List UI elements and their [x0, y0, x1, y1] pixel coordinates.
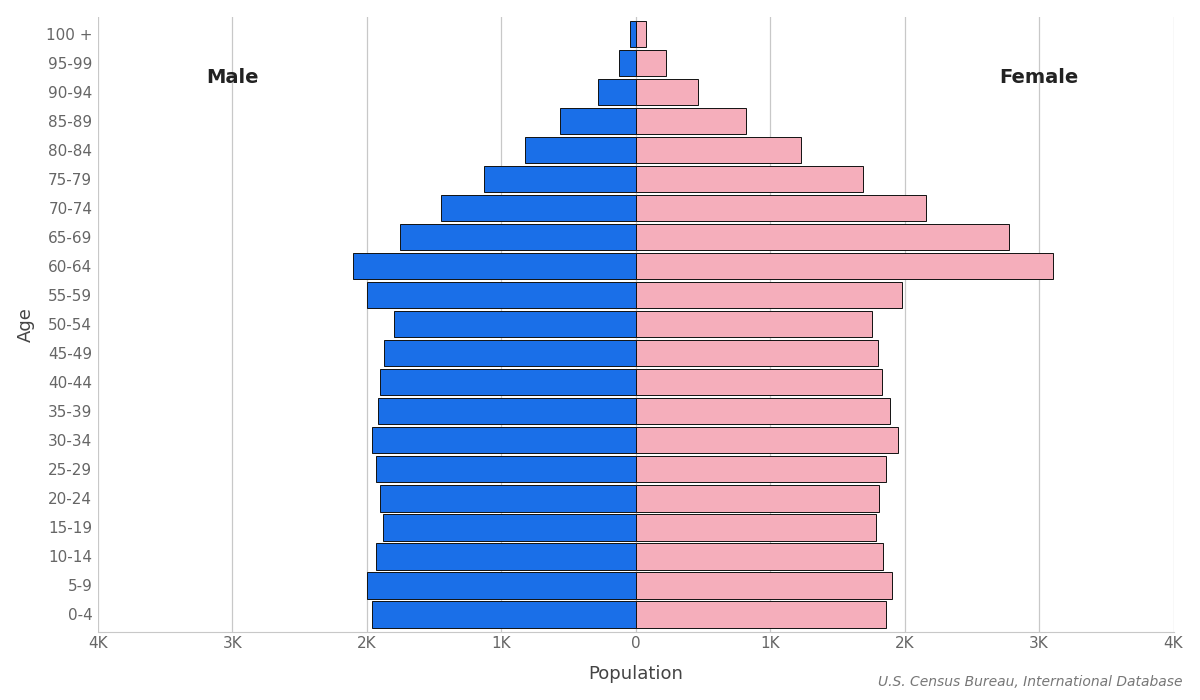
Bar	[372, 601, 636, 627]
Bar	[394, 311, 636, 337]
Bar	[636, 166, 863, 193]
Bar	[353, 253, 636, 279]
Bar	[440, 195, 636, 221]
Y-axis label: Age: Age	[17, 307, 35, 342]
Bar	[636, 572, 893, 598]
Bar	[636, 253, 1052, 279]
Bar	[384, 340, 636, 367]
Bar	[636, 542, 883, 570]
Bar	[619, 50, 636, 76]
Bar	[636, 224, 1009, 251]
Bar	[598, 78, 636, 106]
Bar	[636, 21, 646, 48]
Bar	[383, 514, 636, 540]
Bar	[636, 427, 898, 454]
Bar	[636, 108, 746, 134]
Bar	[378, 398, 636, 424]
Bar	[636, 601, 886, 627]
Bar	[636, 456, 886, 482]
Text: Male: Male	[206, 68, 258, 87]
Bar	[636, 78, 697, 106]
Bar	[367, 282, 636, 309]
Bar	[526, 136, 636, 163]
Bar	[367, 572, 636, 598]
Bar	[401, 224, 636, 251]
Bar	[636, 50, 666, 76]
X-axis label: Population: Population	[588, 665, 683, 683]
Bar	[630, 21, 636, 48]
Bar	[636, 195, 926, 221]
Bar	[636, 514, 876, 540]
Bar	[372, 427, 636, 454]
Bar	[380, 369, 636, 396]
Bar	[376, 542, 636, 570]
Text: U.S. Census Bureau, International Database: U.S. Census Bureau, International Databa…	[877, 676, 1182, 690]
Bar	[636, 485, 880, 512]
Bar	[560, 108, 636, 134]
Bar	[636, 311, 872, 337]
Bar	[636, 340, 877, 367]
Bar	[636, 136, 802, 163]
Bar	[380, 485, 636, 512]
Bar	[636, 369, 882, 396]
Text: Female: Female	[1000, 68, 1079, 87]
Bar	[636, 282, 902, 309]
Bar	[636, 398, 890, 424]
Bar	[376, 456, 636, 482]
Bar	[484, 166, 636, 193]
